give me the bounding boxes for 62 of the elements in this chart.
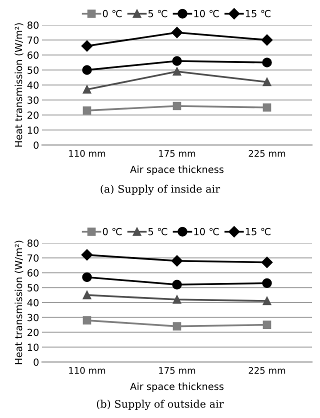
point <box>261 34 273 46</box>
y-tick-label: 10 <box>28 344 39 351</box>
y-tick-label: 40 <box>27 298 39 306</box>
y-tick-label: 70 <box>28 254 39 262</box>
point <box>81 249 93 261</box>
legend-label: 0 ℃ <box>102 10 122 18</box>
y-tick-label: 30 <box>28 314 39 322</box>
y-tick-label: 30 <box>28 96 39 104</box>
point <box>262 278 272 288</box>
point <box>82 290 92 300</box>
y-tick-label: 60 <box>28 51 39 59</box>
point <box>172 280 182 290</box>
point <box>262 78 272 86</box>
point <box>171 255 183 266</box>
y-tick-label: 40 <box>27 81 39 89</box>
point <box>81 40 93 52</box>
x-tick-label: 110 mm <box>69 367 106 374</box>
y-tick-label: 20 <box>28 328 39 336</box>
x-axis-title: Air space thickness <box>130 166 224 175</box>
point <box>172 322 182 330</box>
y-tick-label: 80 <box>28 239 39 247</box>
point <box>82 65 92 75</box>
text: (b) Supply of outside air <box>96 400 224 410</box>
legend-label: 10 ℃ <box>194 228 219 236</box>
y-tick-label: 60 <box>28 269 39 277</box>
y-tick-label: 50 <box>28 284 39 292</box>
y-tick-label: 50 <box>28 66 39 74</box>
text: (a) Supply of inside air <box>100 184 220 195</box>
legend-label: 0 ℃ <box>102 228 122 236</box>
point <box>171 26 183 38</box>
y-tick-label: 80 <box>28 21 39 29</box>
y-tick-label: 20 <box>28 111 39 119</box>
point <box>172 67 182 76</box>
y-tick-label: 0 <box>34 141 39 149</box>
point <box>82 106 92 115</box>
legend-label: 15 ℃ <box>246 10 271 18</box>
x-tick-label: 225 mm <box>248 367 286 374</box>
x-axis-title: Air space thickness <box>130 382 224 392</box>
point <box>82 316 92 325</box>
x-tick-label: 175 mm <box>159 150 196 157</box>
legend-label: 5 ℃ <box>148 228 168 236</box>
x-tick-label: 225 mm <box>248 150 286 157</box>
legend-label: 15 ℃ <box>246 228 271 236</box>
legend-label: 5 ℃ <box>148 10 168 18</box>
y-axis-title: Heat transmission (W/m²) <box>14 23 24 147</box>
point <box>82 272 92 282</box>
point <box>262 296 272 306</box>
x-tick-label: 110 mm <box>69 150 106 157</box>
point <box>262 58 272 68</box>
x-tick-label: 175 mm <box>159 367 196 374</box>
point <box>172 56 182 66</box>
legend-label: 10 ℃ <box>194 10 219 18</box>
y-tick-label: 10 <box>28 126 39 134</box>
point <box>261 256 273 268</box>
point <box>262 103 272 112</box>
point <box>82 85 92 94</box>
y-tick-label: 70 <box>28 36 39 44</box>
point <box>172 295 182 304</box>
y-axis-title: Heat transmission (W/m²) <box>14 240 24 364</box>
point <box>262 320 272 329</box>
point <box>172 102 182 110</box>
y-tick-label: 0 <box>34 358 39 366</box>
